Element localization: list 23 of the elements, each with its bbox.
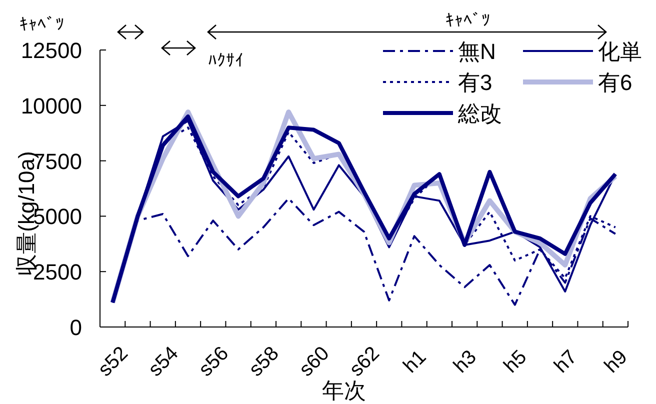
x-tick-label: s52 (94, 342, 132, 381)
legend-label: 無N (458, 39, 496, 64)
x-tick-label: h1 (399, 346, 431, 378)
annotation: ﾊｸｻｲ (208, 51, 244, 70)
x-tick-label: h7 (550, 346, 582, 378)
y-tick-label: 10000 (20, 93, 82, 118)
legend-label: 有3 (458, 70, 492, 95)
text: ｷｬﾍﾞﾂ (446, 11, 490, 30)
legend-label: 有6 (598, 70, 632, 95)
x-tick-label: s60 (295, 342, 334, 381)
legend-label: 総改 (457, 101, 502, 126)
x-tick-label: s62 (346, 342, 384, 381)
x-tick-label: h5 (500, 346, 532, 378)
x-tick-label: s54 (144, 342, 183, 381)
y-tick-label: 12500 (20, 38, 82, 63)
x-tick-label: h3 (450, 346, 481, 378)
x-tick-label: h9 (600, 346, 632, 378)
x-axis-title: 年次 (322, 378, 366, 403)
legend-label: 化単 (598, 39, 642, 64)
x-tick-label: s56 (194, 342, 234, 381)
x-tick-label: s58 (244, 342, 284, 381)
text: ｷｬﾍﾞﾂ (20, 15, 64, 34)
y-tick-label: 0 (70, 315, 82, 340)
